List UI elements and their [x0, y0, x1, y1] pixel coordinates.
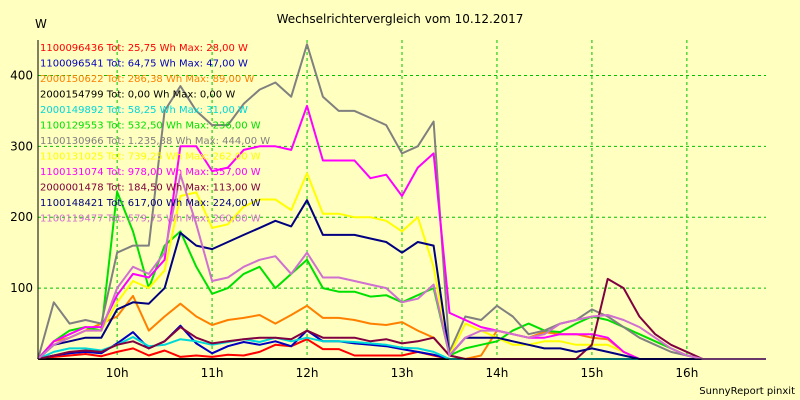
legend: 1100096436 Tot: 25,75 Wh Max: 28,00 W 110… — [40, 43, 270, 225]
x-tick-label: 15h — [580, 366, 603, 380]
y-ticks: 100 200 300 400 — [10, 68, 33, 295]
legend-entry-9: 2000001478 Tot: 184,50 Wh Max: 113,00 W — [40, 183, 261, 194]
legend-entry-1: 1100096541 Tot: 64,75 Wh Max: 47,00 W — [40, 59, 248, 70]
series-line-11 — [37, 173, 766, 360]
x-tick-label: 14h — [486, 366, 509, 380]
y-axis-label: W — [35, 17, 47, 31]
legend-entry-6: 1100130966 Tot: 1.235,38 Wh Max: 444,00 … — [40, 136, 270, 147]
x-tick-label: 16h — [675, 366, 698, 380]
legend-entry-7: 1100131025 Tot: 739,25 Wh Max: 262,00 W — [40, 152, 261, 163]
legend-entry-4: 2000149892 Tot: 58,25 Wh Max: 31,00 W — [40, 105, 248, 116]
y-tick-label: 200 — [10, 210, 33, 224]
x-tick-label: 12h — [296, 366, 319, 380]
x-tick-label: 13h — [391, 366, 414, 380]
x-tick-label: 10h — [106, 366, 129, 380]
legend-entry-11: 1100119477 Tot: 579,75 Wh Max: 260,00 W — [40, 214, 261, 225]
legend-entry-3: 2000154799 Tot: 0,00 Wh Max: 0,00 W — [40, 90, 235, 101]
x-ticks: 10h 11h 12h 13h 14h 15h 16h — [106, 366, 699, 380]
series-line-6 — [37, 43, 766, 360]
x-tick-label: 11h — [201, 366, 224, 380]
series-line-9 — [37, 277, 766, 360]
y-tick-label: 100 — [10, 281, 33, 295]
chart-title: Wechselrichtervergleich vom 10.12.2017 — [277, 12, 524, 26]
y-tick-label: 300 — [10, 139, 33, 153]
legend-entry-0: 1100096436 Tot: 25,75 Wh Max: 28,00 W — [40, 43, 248, 54]
y-tick-label: 400 — [10, 68, 33, 82]
legend-entry-10: 1100148421 Tot: 617,00 Wh Max: 224,00 W — [40, 198, 261, 209]
legend-entry-5: 1100129553 Tot: 532,50 Wh Max: 236,00 W — [40, 121, 261, 132]
footer-credit: SunnyReport pinxit — [699, 386, 795, 397]
legend-entry-8: 1100131074 Tot: 978,00 Wh Max: 357,00 W — [40, 167, 261, 178]
legend-entry-2: 2000150622 Tot: 286,38 Wh Max: 89,00 W — [40, 74, 254, 85]
